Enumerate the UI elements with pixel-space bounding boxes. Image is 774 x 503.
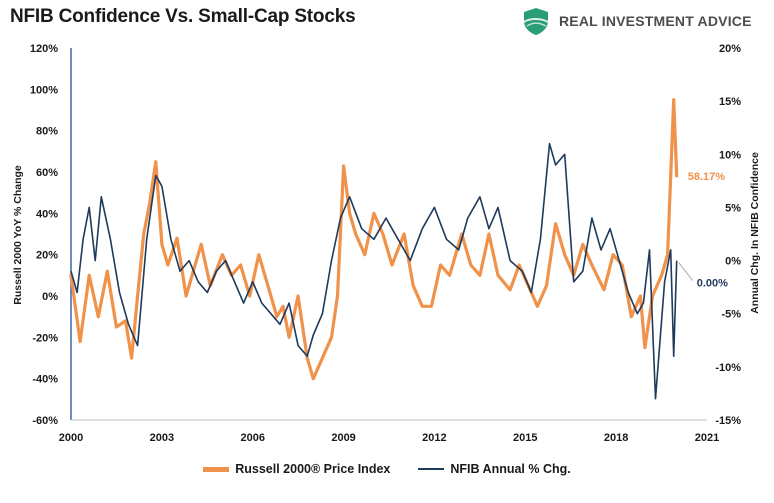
series-line-russell bbox=[69, 98, 679, 381]
nfib-swatch bbox=[418, 468, 445, 470]
x-tick-label: 2012 bbox=[422, 432, 446, 444]
y-left-tick-label: 40% bbox=[36, 208, 58, 220]
axes bbox=[70, 48, 707, 421]
y-right-tick-label: 0% bbox=[725, 256, 741, 268]
nfib-last-value-label: 0.00% bbox=[697, 278, 728, 290]
y-right-tick-label: 15% bbox=[719, 96, 741, 108]
russell-last-value-label: 58.17% bbox=[688, 171, 726, 183]
series-line-nfib bbox=[70, 142, 678, 400]
y-right-tick-label: 5% bbox=[725, 202, 741, 214]
y-right-tick-label: 10% bbox=[719, 149, 741, 161]
legend-item-russell: Russell 2000® Price Index bbox=[203, 462, 390, 476]
y-left-axis-label: Russell 2000 YoY % Change bbox=[12, 165, 24, 305]
x-tick-label: 2000 bbox=[59, 432, 83, 444]
y-left-tick-label: 20% bbox=[36, 250, 58, 262]
chart-title: NFIB Confidence Vs. Small-Cap Stocks bbox=[10, 6, 356, 27]
y-left-tick-label: -40% bbox=[32, 374, 58, 386]
brand-name: REAL INVESTMENT ADVICE bbox=[559, 13, 752, 29]
y-left-tick-label: -20% bbox=[32, 332, 58, 344]
shield-logo-icon bbox=[524, 8, 548, 35]
annotations: 58.17% 0.00% bbox=[678, 171, 728, 290]
y-right-tick-label: 20% bbox=[719, 43, 741, 55]
y-left-ticks: 120% 100% 80% 60% 40% 20% 0% -20% -40% -60% bbox=[30, 43, 58, 427]
y-right-axis-label: Annual Chg. In NFIB Confidence bbox=[749, 152, 761, 314]
x-tick-label: 2015 bbox=[513, 432, 537, 444]
x-tick-label: 2006 bbox=[240, 432, 264, 444]
y-right-ticks: 20% 15% 10% 5% 0% -5% -10% -15% bbox=[715, 43, 741, 427]
series-lines bbox=[69, 98, 679, 400]
y-right-tick-label: -5% bbox=[721, 309, 741, 321]
nfib-callout-leader bbox=[678, 262, 694, 281]
x-tick-label: 2003 bbox=[150, 432, 174, 444]
x-tick-label: 2018 bbox=[604, 432, 628, 444]
brand-logo: REAL INVESTMENT ADVICE bbox=[521, 6, 752, 36]
x-tick-label: 2009 bbox=[331, 432, 355, 444]
y-right-tick-label: -15% bbox=[715, 415, 741, 427]
y-right-tick-label: -10% bbox=[715, 362, 741, 374]
legend-label-russell: Russell 2000® Price Index bbox=[235, 462, 391, 476]
legend-label-nfib: NFIB Annual % Chg. bbox=[450, 462, 571, 476]
x-tick-label: 2021 bbox=[695, 432, 719, 444]
legend-item-nfib: NFIB Annual % Chg. bbox=[418, 462, 571, 476]
y-left-tick-label: 100% bbox=[30, 84, 58, 96]
russell-swatch bbox=[203, 466, 230, 472]
y-left-tick-label: 80% bbox=[36, 126, 58, 138]
x-ticks: 2000 2003 2006 2009 2012 2015 2018 2021 bbox=[59, 432, 719, 444]
legend: Russell 2000® Price Index NFIB Annual % … bbox=[0, 462, 774, 476]
y-left-tick-label: 60% bbox=[36, 167, 58, 179]
y-left-tick-label: 0% bbox=[42, 291, 58, 303]
y-left-tick-label: 120% bbox=[30, 43, 58, 55]
y-left-tick-label: -60% bbox=[32, 415, 58, 427]
